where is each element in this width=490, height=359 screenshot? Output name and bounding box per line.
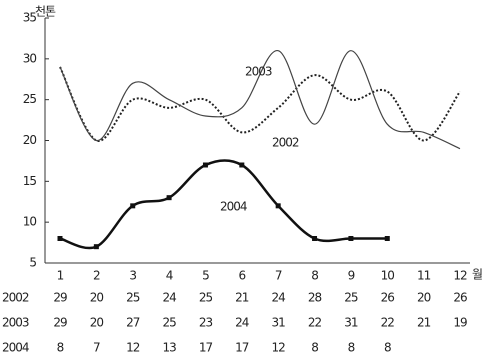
table-cell: 29 bbox=[53, 316, 67, 330]
table-cell: 13 bbox=[162, 341, 176, 355]
x-unit: 월 bbox=[472, 268, 482, 282]
table-cell: 20 bbox=[417, 291, 431, 305]
table-row-label: 2004 bbox=[2, 341, 29, 355]
table-cell: 31 bbox=[344, 316, 358, 330]
table-cell: 7 bbox=[93, 341, 100, 355]
y-tick-label: 5 bbox=[29, 256, 36, 270]
point bbox=[275, 203, 281, 209]
point bbox=[239, 162, 245, 168]
x-tick-label: 6 bbox=[238, 269, 245, 283]
table-cell: 25 bbox=[199, 291, 213, 305]
y-tick-label: 20 bbox=[23, 133, 37, 147]
series-line bbox=[59, 50, 461, 150]
table-cell: 29 bbox=[53, 291, 67, 305]
x-tick-label: 5 bbox=[202, 269, 209, 283]
table-cell: 23 bbox=[199, 316, 213, 330]
table-cell: 26 bbox=[381, 291, 395, 305]
x-tick-label: 7 bbox=[275, 269, 282, 283]
table-cell: 17 bbox=[199, 341, 213, 355]
table-cell: 25 bbox=[162, 316, 176, 330]
y-tick-label: 30 bbox=[23, 51, 37, 65]
x-tick-label: 11 bbox=[417, 269, 431, 283]
x-tick-label: 1 bbox=[57, 269, 64, 283]
point bbox=[202, 162, 208, 168]
table-cell: 26 bbox=[453, 291, 467, 305]
y-unit: 천톤 bbox=[35, 4, 56, 19]
table-cell: 8 bbox=[57, 341, 64, 355]
table-cell: 25 bbox=[344, 291, 358, 305]
point bbox=[384, 236, 390, 241]
x-tick-label: 8 bbox=[311, 269, 318, 283]
table-cell: 24 bbox=[272, 291, 286, 305]
series-label: 2002 bbox=[272, 136, 299, 150]
point bbox=[130, 203, 136, 209]
series-line bbox=[59, 159, 388, 250]
table-cell: 25 bbox=[126, 291, 140, 305]
table-cell: 20 bbox=[90, 316, 104, 330]
table-cell: 8 bbox=[311, 341, 318, 355]
series-label: 2003 bbox=[245, 65, 272, 79]
table-cell: 8 bbox=[348, 341, 355, 355]
table-row-label: 2002 bbox=[2, 291, 29, 305]
y-tick-label: 35 bbox=[23, 11, 37, 25]
y-tick-label: 10 bbox=[23, 215, 37, 229]
point bbox=[93, 244, 99, 250]
table-cell: 24 bbox=[235, 316, 249, 330]
table-cell: 19 bbox=[453, 316, 467, 330]
table-cell: 28 bbox=[308, 291, 322, 305]
series-label: 2004 bbox=[220, 200, 247, 214]
y-tick-label: 25 bbox=[23, 92, 37, 106]
table-cell: 31 bbox=[272, 316, 286, 330]
table-cell: 24 bbox=[162, 291, 176, 305]
x-tick-label: 2 bbox=[93, 269, 100, 283]
x-tick-label: 4 bbox=[166, 269, 173, 283]
table-cell: 12 bbox=[126, 341, 140, 355]
table-cell: 21 bbox=[417, 316, 431, 330]
point bbox=[166, 195, 172, 201]
point bbox=[57, 236, 63, 241]
table-cell: 12 bbox=[272, 341, 286, 355]
table-cell: 21 bbox=[235, 291, 249, 305]
table-cell: 22 bbox=[308, 316, 322, 330]
table-cell: 8 bbox=[384, 341, 391, 355]
table-cell: 22 bbox=[381, 316, 395, 330]
x-tick-label: 10 bbox=[381, 269, 395, 283]
x-tick-label: 12 bbox=[453, 269, 467, 283]
point bbox=[312, 236, 318, 241]
point bbox=[348, 236, 354, 241]
table-cell: 20 bbox=[90, 291, 104, 305]
x-tick-label: 3 bbox=[129, 269, 136, 283]
table-cell: 17 bbox=[235, 341, 249, 355]
x-tick-label: 9 bbox=[348, 269, 355, 283]
table-row-label: 2003 bbox=[2, 316, 29, 330]
y-tick-label: 15 bbox=[23, 174, 37, 188]
table-cell: 27 bbox=[126, 316, 140, 330]
